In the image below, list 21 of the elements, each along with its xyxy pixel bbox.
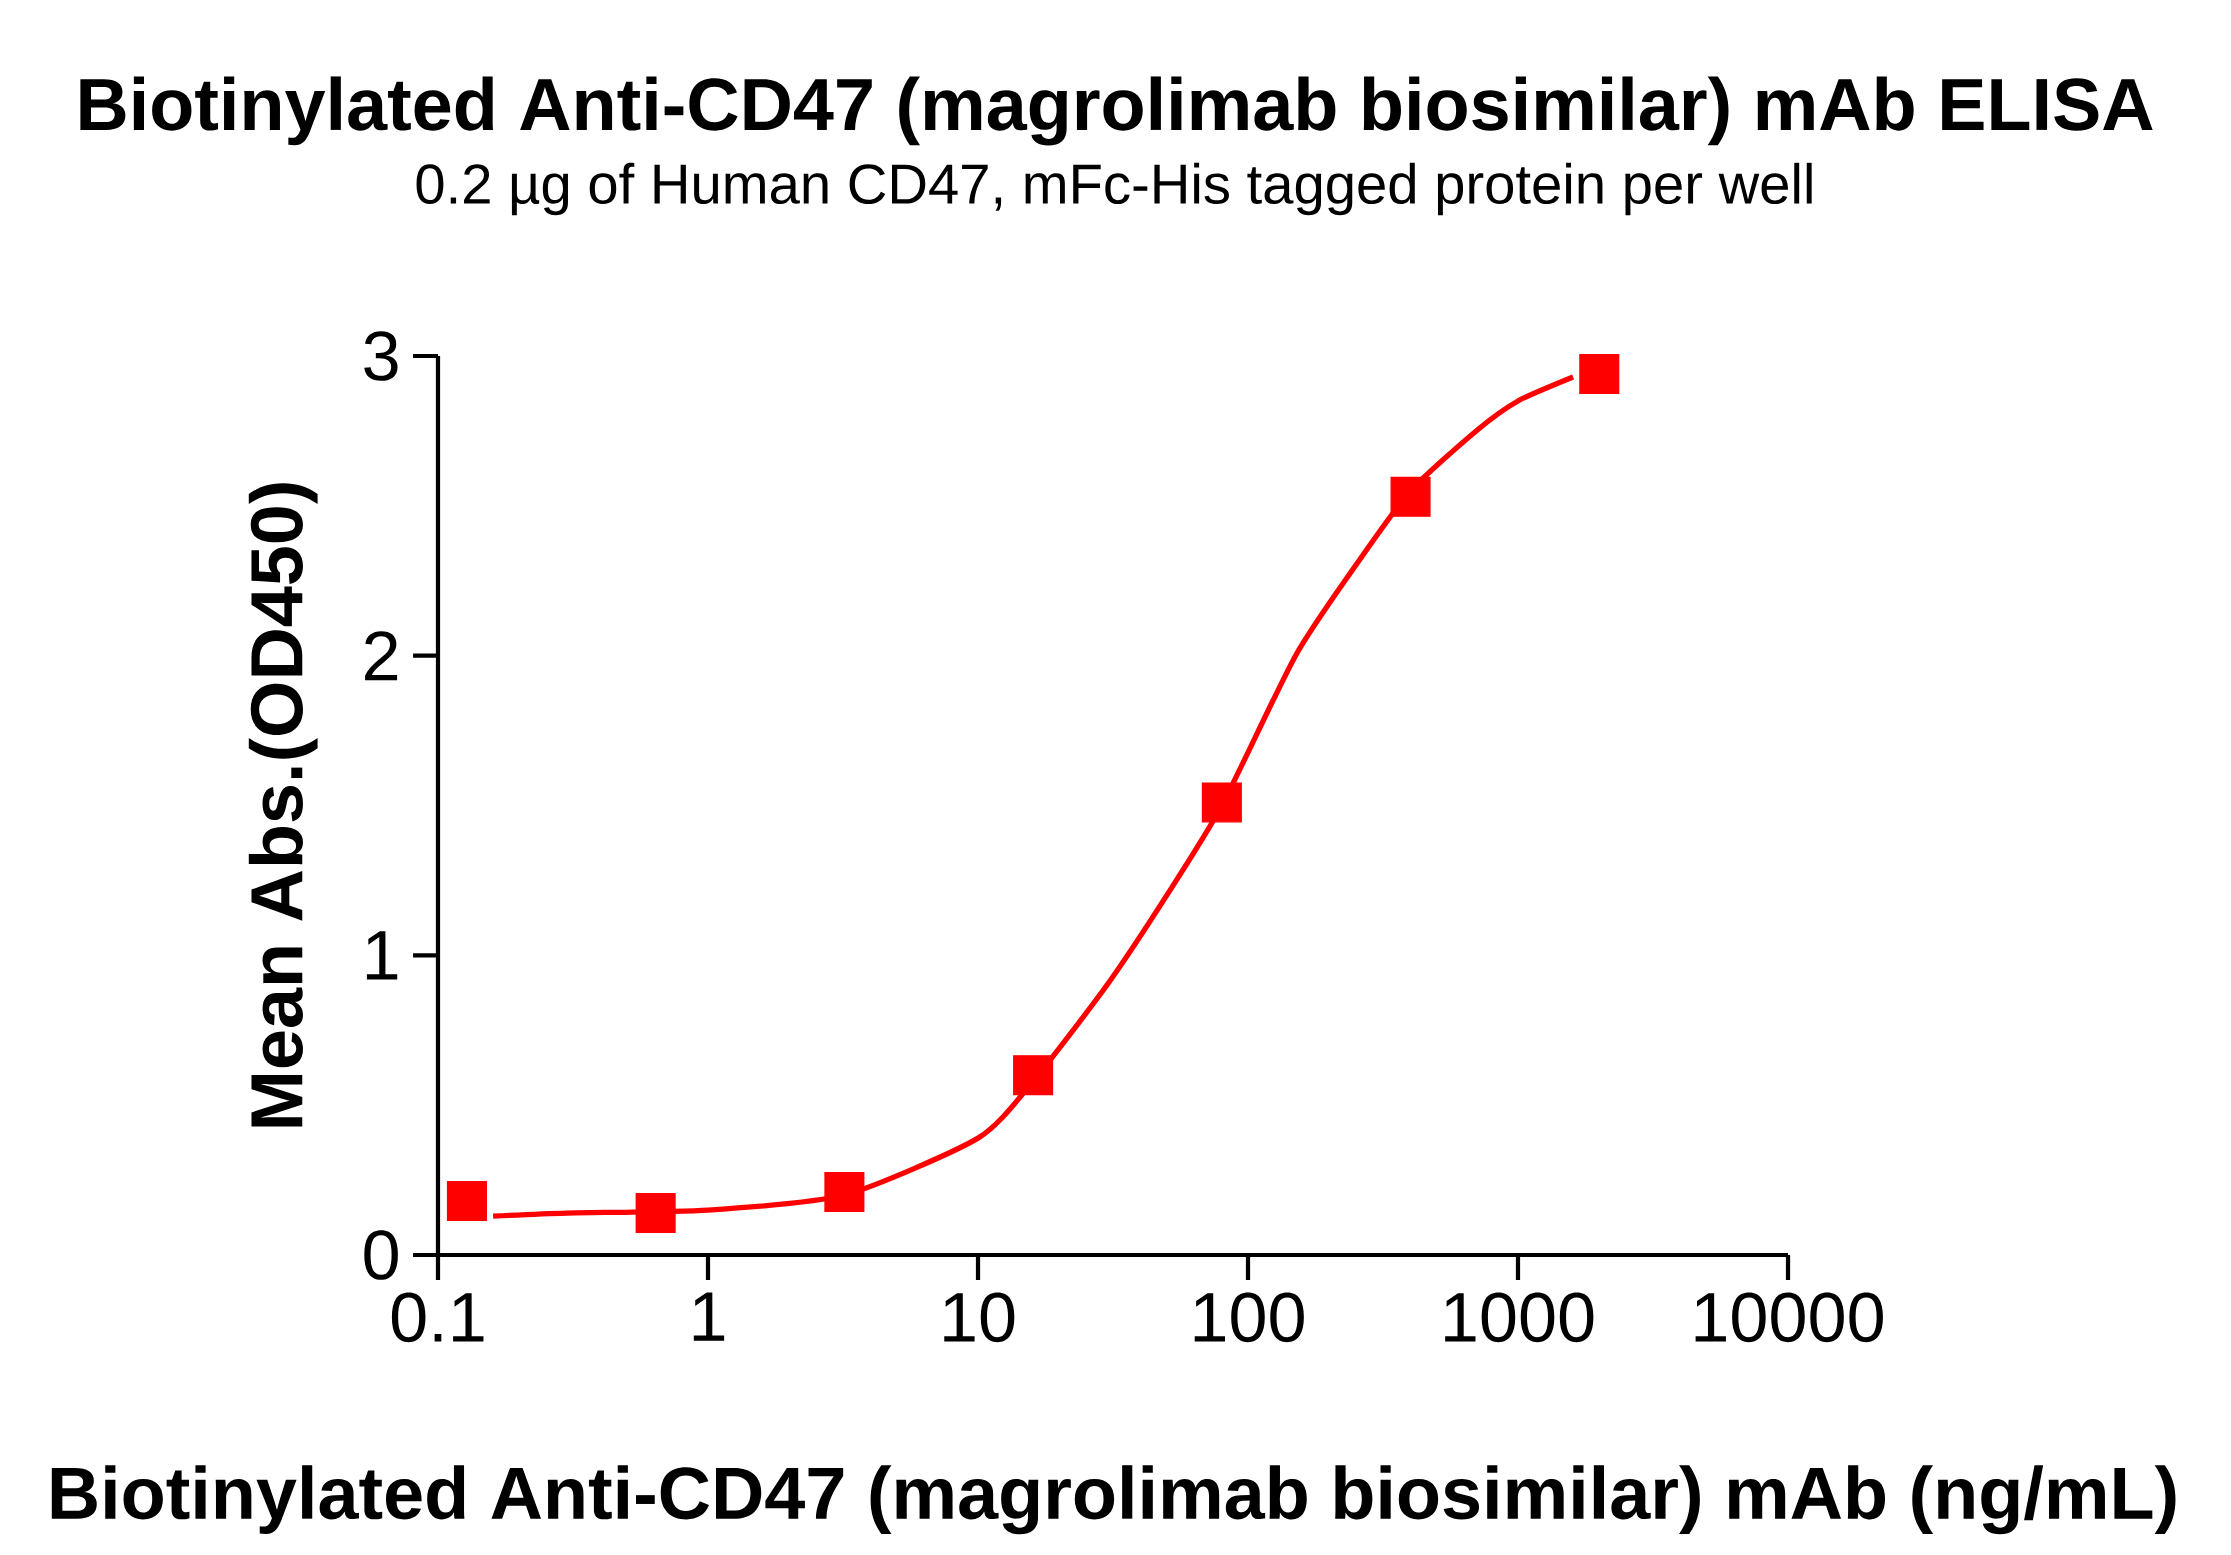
- point: [824, 1172, 865, 1213]
- x-tick-label: 10000: [1695, 1292, 1883, 1343]
- y-tick-label: 2: [365, 631, 398, 681]
- point: [446, 1181, 487, 1222]
- point: [1013, 1055, 1054, 1096]
- y-axis-title: Mean Abs.(OD450): [248, 483, 318, 1127]
- x-tick-label: 0.1: [391, 1292, 484, 1343]
- x-tick-label: 1: [693, 1292, 725, 1341]
- point: [635, 1193, 676, 1234]
- y-tick-label: 0: [364, 1230, 398, 1280]
- y-tick-label: 3: [364, 331, 398, 381]
- chart-subtitle: 0.2 µg of Human CD47, mFc-His tagged protein per well: [416, 162, 1812, 216]
- x-axis-title: Biotinylated Anti-CD47 (magrolimab biosimilar) mAb (ng/mL): [51, 1465, 2176, 1535]
- chart-title: Biotinylated Anti-CD47 (magrolimab biosimilar) mAb ELISA: [80, 76, 2153, 146]
- y-tick-label: 1: [366, 931, 398, 980]
- point: [1579, 353, 1620, 395]
- point: [1201, 782, 1242, 823]
- point: [1390, 476, 1431, 517]
- x-tick-label: 100: [1194, 1292, 1304, 1343]
- x-tick-label: 1000: [1445, 1292, 1594, 1343]
- x-tick-label: 10: [944, 1292, 1015, 1343]
